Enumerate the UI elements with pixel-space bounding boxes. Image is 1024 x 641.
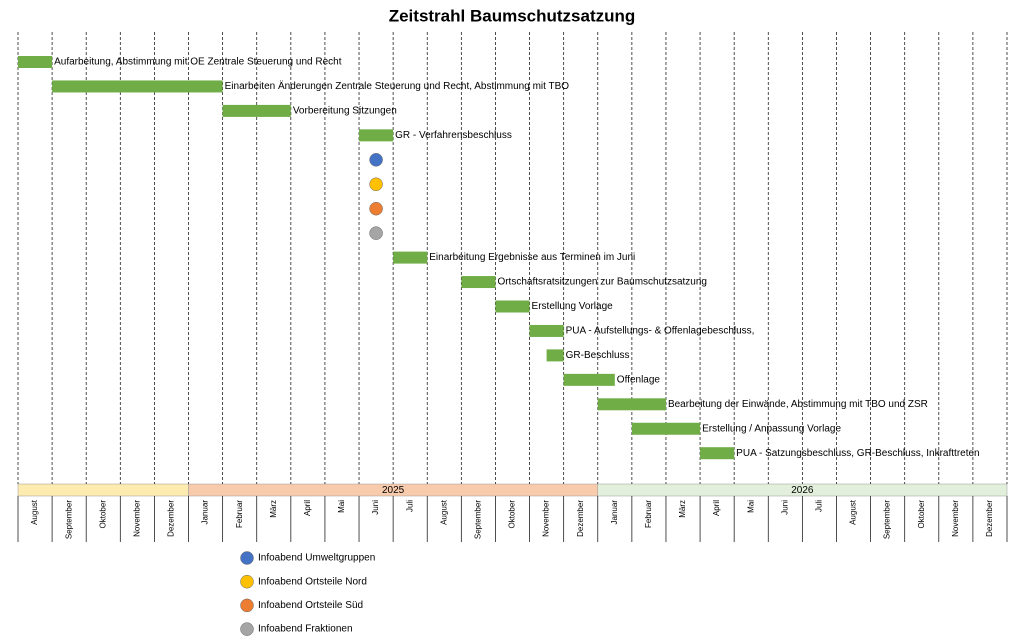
task-bar: [546, 349, 564, 362]
milestone: [369, 226, 383, 240]
task-bar: [563, 373, 615, 386]
task-label: PUA - Aufstellungs- & Offenlagebeschluss…: [566, 326, 755, 337]
x-tick-label: Januar: [610, 500, 619, 525]
task-bar: [222, 104, 291, 117]
legend-marker: [240, 551, 254, 565]
x-tick-label: Februar: [644, 500, 653, 528]
task-label: Einarbeitung Ergebnisse aus Terminen im …: [429, 252, 635, 263]
task-bar: [461, 276, 496, 289]
x-tick-label: Oktober: [98, 500, 107, 529]
year-label: 2026: [791, 485, 814, 496]
x-tick-label: Juni: [371, 500, 380, 515]
year-label: 2025: [382, 485, 405, 496]
year-band: [17, 483, 189, 497]
legend-label: Infoabend Umweltgruppen: [258, 553, 375, 564]
task-label: Vorbereitung Sitzungen: [293, 106, 397, 117]
x-tick-label: Juni: [780, 500, 789, 515]
legend-label: Infoabend Ortsteile Nord: [258, 576, 367, 587]
task-label: GR-Beschluss: [566, 350, 630, 361]
task-label: Ortschaftsratsitzungen zur Baumschutzsat…: [497, 277, 707, 288]
x-tick-label: Oktober: [508, 500, 517, 529]
x-tick-label: Mai: [337, 500, 346, 513]
x-tick-label: März: [678, 500, 687, 518]
task-label: Erstellung Vorlage: [532, 301, 614, 312]
x-tick-label: August: [849, 499, 858, 525]
legend-marker: [240, 574, 254, 589]
task-label: Aufarbeitung, Abstimmung mit OE Zentrale…: [54, 57, 342, 68]
x-tick-label: Januar: [201, 500, 210, 525]
legend-marker: [240, 622, 254, 636]
x-tick-label: März: [269, 500, 278, 518]
task-bar: [631, 422, 701, 435]
task-bar: [359, 129, 394, 142]
x-tick-label: September: [474, 500, 483, 539]
task-label: Offenlage: [617, 374, 661, 385]
task-bar: [597, 398, 666, 411]
x-tick-label: September: [64, 500, 73, 539]
chart-title: Zeitstrahl Baumschutzsatzung: [389, 6, 636, 25]
x-tick-label: Dezember: [985, 500, 994, 537]
x-tick-label: Dezember: [167, 500, 176, 537]
x-tick-label: August: [30, 499, 39, 525]
milestone: [369, 153, 383, 167]
task-label: GR - Verfahrensbeschluss: [395, 130, 512, 141]
task-bar: [495, 300, 530, 313]
task-label: Einarbeiten Änderungen Zentrale Steuerun…: [225, 80, 570, 92]
x-tick-label: Juli: [405, 500, 414, 512]
x-tick-label: Mai: [746, 500, 755, 513]
task-bar: [393, 251, 428, 264]
task-bar: [700, 447, 735, 460]
x-tick-label: November: [542, 500, 551, 537]
legend-label: Infoabend Ortsteile Süd: [258, 600, 363, 611]
x-tick-label: September: [883, 500, 892, 539]
milestone: [369, 201, 383, 216]
x-tick-label: Dezember: [576, 500, 585, 537]
x-tick-label: Juli: [815, 500, 824, 512]
x-tick-label: November: [951, 500, 960, 537]
task-label: PUA - Satzungsbeschluss, GR-Beschluss, I…: [736, 448, 979, 459]
x-tick-label: November: [132, 500, 141, 537]
legend-marker: [240, 598, 254, 613]
task-label: Bearbeitung der Einwände, Abstimmung mit…: [668, 399, 928, 410]
task-label: Erstellung / Anpassung Vorlage: [702, 423, 841, 434]
milestone: [369, 177, 383, 191]
x-tick-label: August: [439, 499, 448, 525]
x-tick-label: Februar: [235, 500, 244, 528]
x-tick-label: April: [303, 500, 312, 516]
x-tick-label: April: [712, 500, 721, 516]
legend-label: Infoabend Fraktionen: [258, 624, 353, 635]
x-tick-label: Oktober: [917, 500, 926, 529]
task-bar: [18, 56, 53, 68]
task-bar: [529, 324, 564, 337]
task-bar: [52, 80, 223, 93]
